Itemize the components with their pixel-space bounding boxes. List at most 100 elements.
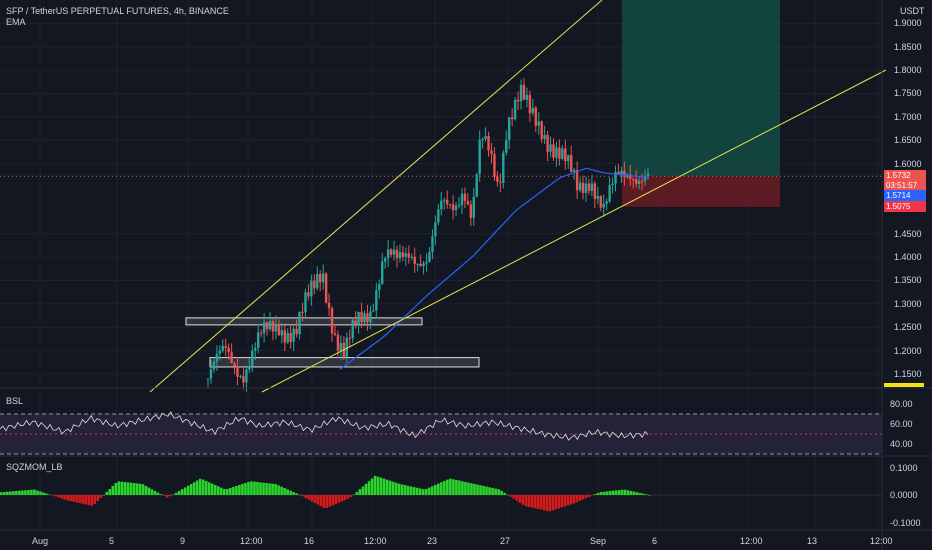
- candle-body: [561, 148, 564, 159]
- momentum-bar: [557, 495, 561, 509]
- momentum-bar: [648, 495, 651, 496]
- momentum-bar: [274, 484, 277, 495]
- candle-body: [540, 121, 543, 140]
- currency-label: USDT: [900, 6, 925, 16]
- sqz-panel-title[interactable]: SQZMOM_LB: [6, 462, 63, 472]
- candle-body: [572, 170, 576, 172]
- candle-body: [389, 249, 393, 255]
- momentum-bar: [235, 485, 238, 495]
- candle-body: [567, 155, 570, 162]
- candle-body: [375, 290, 378, 311]
- momentum-bar: [15, 491, 18, 495]
- candle-body: [262, 322, 266, 334]
- momentum-bar: [581, 495, 585, 500]
- candle-body: [327, 302, 331, 308]
- stop-zone: [622, 176, 780, 207]
- momentum-bar: [388, 480, 392, 495]
- momentum-bar: [560, 495, 564, 508]
- momentum-bar: [473, 483, 476, 495]
- candle-body: [646, 173, 650, 177]
- candle-body: [251, 350, 254, 367]
- momentum-bar: [180, 489, 184, 495]
- momentum-bar: [201, 479, 205, 495]
- momentum-bar: [355, 491, 359, 495]
- candle-body: [292, 328, 295, 342]
- momentum-bar: [500, 490, 503, 495]
- candle-body: [248, 366, 251, 370]
- momentum-bar: [171, 494, 175, 495]
- momentum-bar: [608, 491, 612, 495]
- momentum-bar: [418, 488, 422, 495]
- rsi-panel-title[interactable]: BSL: [6, 396, 24, 406]
- momentum-bar: [129, 482, 133, 495]
- momentum-bar: [307, 495, 311, 500]
- momentum-bar: [48, 494, 51, 495]
- candle-body: [419, 263, 422, 267]
- momentum-bar: [536, 495, 540, 509]
- momentum-bar: [313, 495, 317, 503]
- candle-body: [590, 183, 594, 192]
- candle-body: [259, 332, 263, 334]
- candle-body: [363, 313, 366, 322]
- momentum-bar: [349, 495, 353, 498]
- momentum-bar: [204, 480, 208, 495]
- momentum-bar: [337, 495, 341, 503]
- momentum-bar: [641, 493, 645, 495]
- momentum-bar: [494, 488, 497, 495]
- candle-body: [528, 95, 532, 114]
- ema-indicator-label[interactable]: EMA: [6, 17, 26, 27]
- time-tick-label: 12:00: [740, 536, 763, 546]
- momentum-bar: [75, 495, 78, 503]
- momentum-bar: [611, 490, 615, 495]
- candle-body: [289, 333, 292, 342]
- momentum-panel: [0, 475, 882, 512]
- candle-body: [413, 256, 416, 264]
- momentum-bar: [186, 485, 190, 495]
- momentum-bar: [440, 482, 443, 495]
- momentum-bar: [295, 493, 298, 495]
- momentum-bar: [51, 495, 54, 496]
- candle-body: [564, 148, 567, 162]
- momentum-bar: [6, 491, 9, 495]
- candle-body: [602, 203, 605, 208]
- momentum-bar: [247, 481, 250, 495]
- candle-body: [354, 320, 357, 325]
- time-tick-label: 9: [180, 536, 186, 546]
- candle-body: [437, 209, 440, 223]
- momentum-bar: [126, 482, 130, 495]
- upper-trendline: [149, 0, 603, 393]
- price-tick-label: 1.4500: [894, 228, 922, 239]
- momentum-bar: [12, 491, 15, 495]
- candle-body: [416, 263, 419, 265]
- momentum-bar: [385, 479, 389, 495]
- candle-body: [345, 337, 348, 357]
- momentum-bar: [33, 489, 36, 495]
- candle-body: [525, 95, 529, 100]
- momentum-bar: [177, 490, 181, 495]
- price-tick-label: 1.4000: [894, 252, 922, 263]
- momentum-bar: [298, 494, 301, 496]
- ema-line: [339, 167, 649, 370]
- candle-body: [224, 345, 227, 348]
- symbol-title[interactable]: SFP / TetherUS PERPETUAL FUTURES, 4h, BI…: [6, 6, 229, 16]
- candle-body: [236, 366, 239, 377]
- momentum-bar: [614, 490, 618, 495]
- price-tick-label: 1.3000: [894, 298, 922, 309]
- support-boxes: [185, 317, 480, 368]
- candle-body: [643, 176, 647, 181]
- momentum-bar: [515, 495, 518, 501]
- candles: [206, 78, 650, 392]
- momentum-bar: [406, 485, 410, 495]
- momentum-bar: [241, 483, 244, 495]
- candle-body: [372, 310, 375, 312]
- candle-body: [617, 171, 620, 176]
- momentum-bar: [147, 487, 151, 495]
- momentum-bar: [301, 495, 304, 497]
- momentum-bar: [461, 481, 464, 495]
- momentum-bar: [485, 486, 488, 495]
- momentum-bar: [403, 485, 407, 495]
- momentum-bar: [575, 495, 579, 503]
- price-tick-label: 1.7500: [894, 88, 922, 99]
